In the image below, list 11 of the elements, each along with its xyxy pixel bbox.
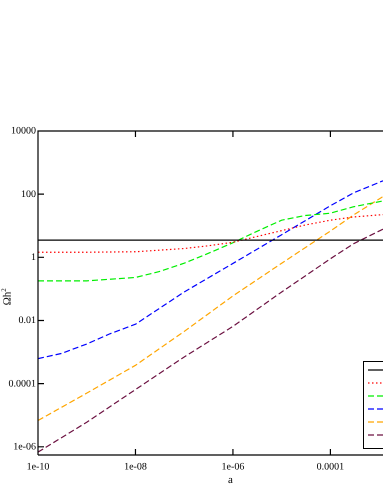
- y-tick-label: 10000: [11, 126, 36, 137]
- x-tick-label: 1e-06: [222, 462, 244, 473]
- x-tick-label: 1e-10: [26, 462, 50, 473]
- x-tick-label: 1e-08: [124, 462, 147, 473]
- y-tick-label: 1: [31, 252, 36, 263]
- x-axis-title: a: [228, 474, 233, 486]
- y-tick-label: 0.01: [18, 315, 36, 326]
- y-tick-label: 100: [21, 188, 36, 200]
- y-tick-label: 1e-06: [13, 441, 36, 452]
- x-tick-label: 0.0001: [316, 462, 344, 473]
- y-tick-label: 0.0001: [8, 378, 36, 390]
